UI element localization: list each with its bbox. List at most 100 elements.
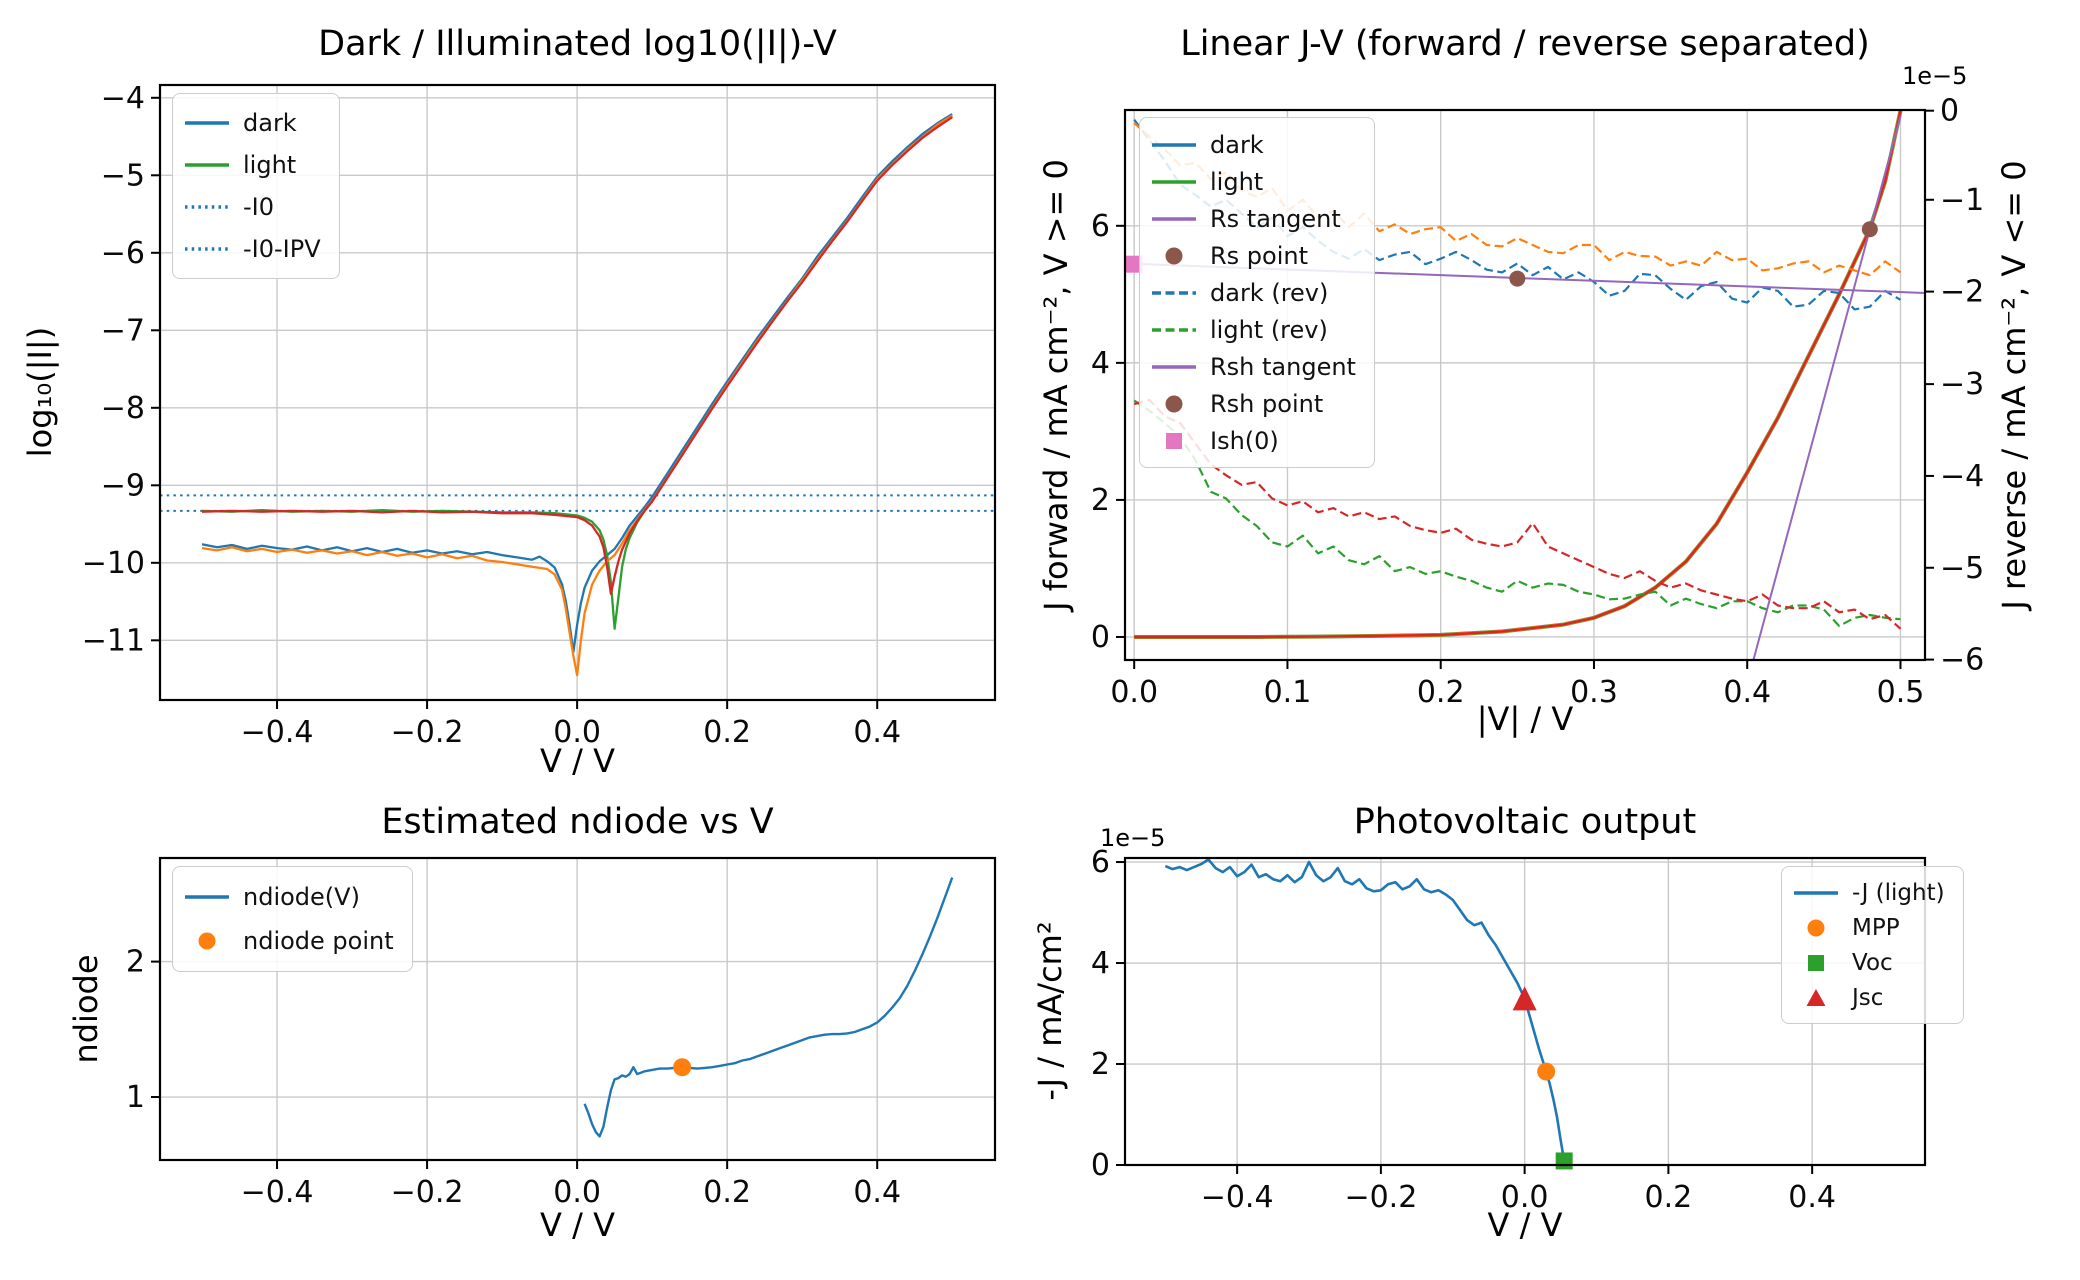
legend-label: light (rev) [1210, 315, 1328, 344]
series-light-rev-return [1133, 398, 1902, 630]
subplot-2: 0.0 0.1 0.2 0.3 0.4 0.5 0 2 4 6 0 −1 −2 −3 −4 −5 −6 [1091, 94, 1984, 710]
line-swatch-icon [185, 121, 229, 125]
dashed-swatch-icon [1152, 290, 1196, 295]
tick-label: −10 [82, 546, 145, 581]
chart1-title: Dark / Illuminated log10(|I|)-V [318, 24, 837, 64]
legend-label: ndiode(V) [243, 883, 360, 911]
tick-label: −3 [1940, 367, 1984, 402]
legend-item: -I0 [183, 186, 321, 228]
tick-label: 4 [1091, 346, 1110, 381]
legend-label: dark [243, 109, 297, 137]
tick-label: −0.2 [391, 1175, 464, 1210]
tick-label: −11 [82, 623, 145, 658]
legend-label: dark [1210, 130, 1264, 159]
tick-label: 6 [1091, 845, 1110, 880]
tick-label: 0.2 [703, 715, 751, 750]
square-swatch-icon [1166, 432, 1182, 449]
chart4-axis-offset-text: 1e−5 [1100, 824, 1166, 852]
legend-item: ndiode point [183, 919, 394, 963]
line-swatch-icon [1152, 179, 1196, 184]
line-swatch-icon [1152, 216, 1196, 221]
legend-label: -J (light) [1852, 879, 1945, 906]
series-layer [583, 877, 954, 1138]
legend-item: -J (light) [1792, 875, 1945, 910]
circle-swatch-icon [198, 932, 216, 950]
chart2-xlabel: |V| / V [1476, 700, 1574, 738]
tick-label: 0.2 [703, 1175, 751, 1210]
tick-label: 2 [1091, 1047, 1110, 1082]
tick-label: −7 [101, 313, 145, 348]
marker-mpp [1537, 1062, 1556, 1081]
chart3-title: Estimated ndiode vs V [381, 802, 774, 842]
tick-label: −2 [1940, 275, 1984, 310]
tick-label: 0.4 [1788, 1180, 1836, 1215]
tick-label: −0.2 [391, 715, 464, 750]
legend-label: ndiode point [243, 927, 394, 955]
tick-label: −5 [1940, 551, 1984, 586]
tick-label: 2 [1091, 483, 1110, 518]
legend-label: MPP [1852, 914, 1900, 941]
legend-item: Rs point [1150, 237, 1356, 274]
tick-label: 0.0 [1110, 675, 1158, 710]
legend-label: light [243, 151, 297, 179]
chart3-ylabel: ndiode [67, 954, 105, 1064]
legend-item: Rs tangent [1150, 200, 1356, 237]
marker-ish0 [1125, 255, 1143, 273]
legend-item: light [183, 144, 321, 186]
tick-label: 1 [126, 1080, 145, 1115]
legend-label: -I0 [243, 193, 275, 221]
tick-label: 0 [1940, 94, 1959, 129]
chart2-ylabel-left: J forward / mA cm⁻², V >= 0 [1037, 159, 1075, 611]
legend-item: dark (rev) [1150, 274, 1356, 311]
legend-label: Rsh point [1210, 389, 1324, 418]
chart2-legend: dark light Rs tangent Rs point dark (rev) lig… [1139, 117, 1375, 468]
chart2-ylabel-right: J reverse / mA cm⁻², V <= 0 [1995, 160, 2033, 610]
tick-label: 0.5 [1877, 675, 1925, 710]
marker-rsh-point [1509, 270, 1526, 287]
legend-item: Rsh tangent [1150, 348, 1356, 385]
legend-label: -I0-IPV [243, 235, 321, 263]
series-minus-J-light [1164, 858, 1566, 1162]
circle-swatch-icon [1165, 395, 1183, 412]
tick-label: 2 [126, 945, 145, 980]
legend-label: light [1210, 167, 1264, 196]
line-swatch-icon [185, 895, 229, 899]
chart1-ylabel: log₁₀(|I|) [21, 326, 59, 458]
triangle-swatch-icon [1806, 988, 1826, 1006]
legend-label: Rsh tangent [1210, 352, 1356, 381]
tick-label: −4 [1940, 459, 1984, 494]
marker-ndiode-point [673, 1058, 692, 1077]
dotted-swatch-icon [185, 247, 229, 251]
series-layer [160, 113, 995, 677]
tick-label: 0.0 [553, 1175, 601, 1210]
legend-label: dark (rev) [1210, 278, 1329, 307]
tick-label: 0.3 [1570, 675, 1618, 710]
tick-label: −9 [101, 468, 145, 503]
chart1-xlabel: V / V [540, 742, 615, 780]
tick-label: −8 [101, 391, 145, 426]
series-light-forward-return [1134, 110, 1902, 639]
marker-rs-point [1861, 221, 1878, 238]
tick-label: 0 [1091, 1148, 1110, 1183]
chart1-legend: dark light -I0 -I0-IPV [172, 93, 340, 279]
chart4-xlabel: V / V [1487, 1206, 1563, 1244]
legend-label: Voc [1852, 949, 1893, 976]
tick-label: 0.4 [1723, 675, 1771, 710]
legend-item: -I0-IPV [183, 228, 321, 270]
legend-item: Rsh point [1150, 385, 1356, 422]
circle-swatch-icon [1807, 919, 1825, 936]
tick-label: 0.4 [853, 1175, 901, 1210]
chart4-ylabel: -J / mA/cm² [1031, 921, 1069, 1101]
tick-label: −0.4 [241, 715, 314, 750]
series-layer [1164, 858, 1566, 1162]
legend-item: light [1150, 163, 1356, 200]
legend-item: Ish(0) [1150, 422, 1356, 459]
tick-label: 0.1 [1264, 675, 1312, 710]
series-rs-tangent [1752, 115, 1902, 661]
tick-label: −4 [101, 81, 145, 116]
legend-item: light (rev) [1150, 311, 1356, 348]
legend-item: Voc [1792, 945, 1945, 980]
chart4-legend: -J (light) MPP Voc Jsc [1781, 866, 1964, 1024]
tick-label: −1 [1940, 183, 1984, 218]
